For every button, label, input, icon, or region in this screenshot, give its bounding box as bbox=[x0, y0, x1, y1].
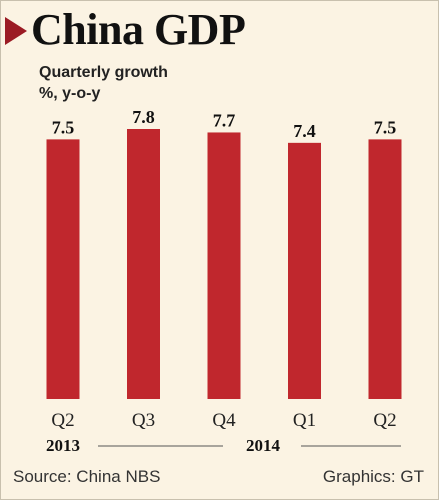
bar-value-label: 7.5 bbox=[374, 117, 397, 137]
graphics-credit: Graphics: GT bbox=[322, 467, 424, 486]
category-label: Q3 bbox=[132, 410, 155, 431]
bar-value-label: 7.7 bbox=[213, 110, 236, 130]
bar bbox=[127, 129, 160, 399]
bar-value-label: 7.5 bbox=[52, 117, 75, 137]
bar-value-label: 7.8 bbox=[132, 107, 155, 127]
year-label: 2013 bbox=[46, 436, 80, 455]
source-note: Source: China NBS bbox=[13, 467, 161, 486]
bar bbox=[46, 139, 80, 399]
title-triangle-icon bbox=[5, 17, 27, 45]
chart-subtitle: Quarterly growth bbox=[39, 64, 168, 81]
chart-unit: %, y-o-y bbox=[39, 85, 101, 102]
bar bbox=[288, 142, 321, 399]
bar bbox=[368, 139, 402, 399]
category-label: Q1 bbox=[293, 410, 316, 431]
bar bbox=[207, 132, 241, 399]
category-label: Q4 bbox=[212, 410, 236, 431]
chart-title: China GDP bbox=[31, 5, 246, 54]
year-label: 2014 bbox=[246, 436, 281, 455]
category-label: Q2 bbox=[51, 410, 74, 431]
category-label: Q2 bbox=[373, 410, 396, 431]
bar-value-label: 7.4 bbox=[293, 121, 316, 141]
